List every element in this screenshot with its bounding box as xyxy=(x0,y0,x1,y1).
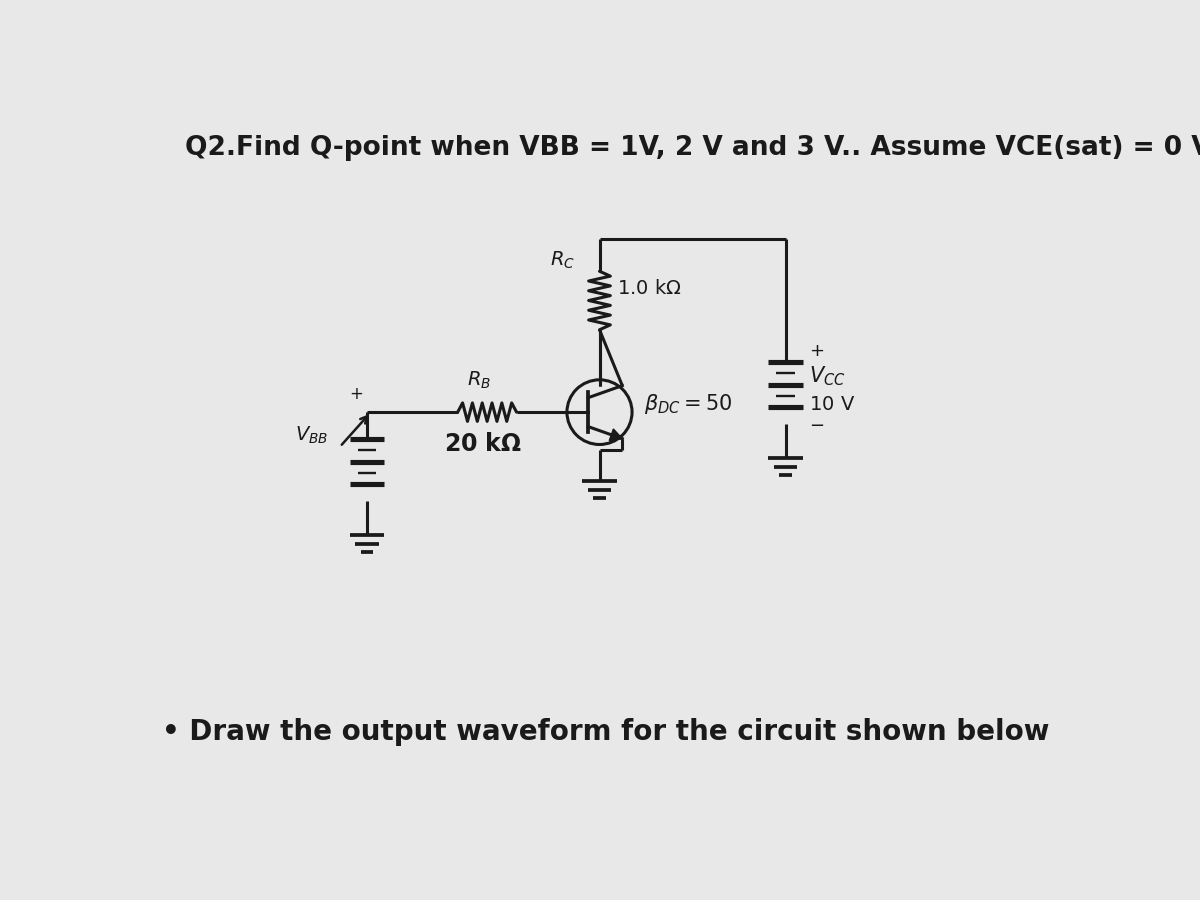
Text: $-$: $-$ xyxy=(809,415,824,433)
Text: $R_B$: $R_B$ xyxy=(467,369,492,391)
Text: Q2.Find Q-point when VBB = 1V, 2 V and 3 V.. Assume VCE(sat) = 0 V.: Q2.Find Q-point when VBB = 1V, 2 V and 3… xyxy=(185,135,1200,161)
Text: $V_{BB}$: $V_{BB}$ xyxy=(294,425,328,446)
Text: $R_C$: $R_C$ xyxy=(550,250,575,271)
Text: +: + xyxy=(809,341,823,359)
Text: • Draw the output waveform for the circuit shown below: • Draw the output waveform for the circu… xyxy=(162,717,1049,745)
Text: $\beta_{DC} = 50$: $\beta_{DC} = 50$ xyxy=(643,392,732,417)
Polygon shape xyxy=(610,429,623,441)
Text: $\mathbf{20\ k\Omega}$: $\mathbf{20\ k\Omega}$ xyxy=(444,432,522,456)
Text: +: + xyxy=(349,385,364,403)
Text: $1.0\ \mathrm{k\Omega}$: $1.0\ \mathrm{k\Omega}$ xyxy=(617,279,682,299)
Text: $10\ \mathrm{V}$: $10\ \mathrm{V}$ xyxy=(809,395,856,414)
Text: $V_{CC}$: $V_{CC}$ xyxy=(809,364,845,388)
